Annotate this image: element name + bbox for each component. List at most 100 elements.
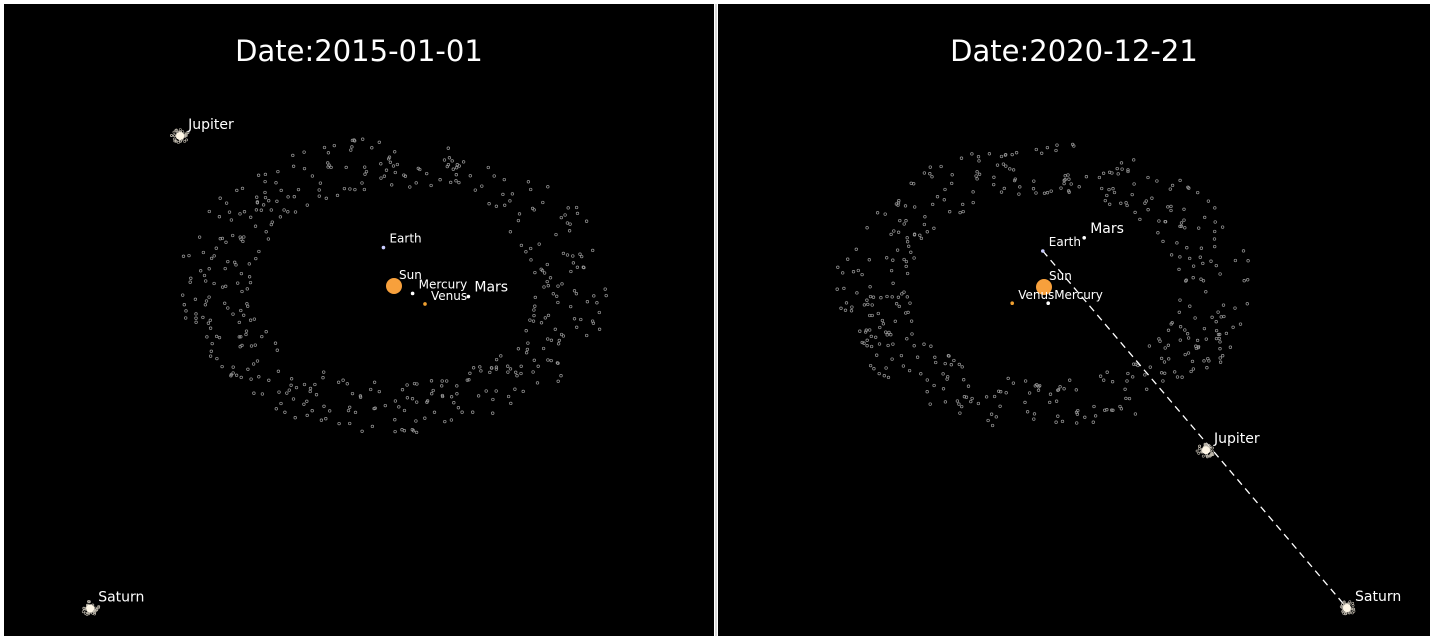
asteroid-point bbox=[302, 166, 307, 171]
jupiter-moon-point bbox=[1201, 454, 1205, 458]
asteroid-point bbox=[970, 396, 974, 401]
asteroid-point bbox=[1191, 367, 1196, 371]
jupiter-moon-point bbox=[185, 131, 189, 135]
asteroid-point bbox=[479, 369, 483, 373]
asteroid-point bbox=[393, 429, 397, 434]
asteroid-point bbox=[992, 394, 997, 399]
asteroid-point bbox=[263, 190, 267, 195]
asteroid-point bbox=[1150, 196, 1154, 200]
asteroid-point bbox=[233, 260, 237, 264]
asteroid-point bbox=[971, 190, 975, 194]
asteroid-point bbox=[549, 338, 554, 342]
asteroid-point bbox=[293, 210, 298, 214]
asteroid-point bbox=[1112, 190, 1117, 195]
asteroid-point bbox=[929, 344, 933, 348]
asteroid-point bbox=[947, 354, 951, 358]
asteroid-point bbox=[905, 236, 909, 240]
asteroid-point bbox=[986, 418, 990, 423]
asteroid-point bbox=[451, 167, 455, 171]
asteroid-point bbox=[1245, 302, 1249, 306]
asteroid-point bbox=[566, 206, 570, 210]
asteroid-point bbox=[1178, 325, 1183, 329]
asteroid-point bbox=[529, 246, 533, 251]
asteroid-point bbox=[245, 287, 249, 291]
asteroid-point bbox=[970, 152, 974, 156]
asteroid-point bbox=[1161, 379, 1165, 383]
jupiter-moon-point bbox=[183, 132, 187, 136]
asteroid-point bbox=[1134, 362, 1138, 366]
asteroid-point bbox=[896, 230, 901, 234]
asteroid-point bbox=[1119, 161, 1124, 165]
asteroid-point bbox=[860, 272, 864, 277]
asteroid-point bbox=[540, 268, 545, 273]
jupiter-marker bbox=[176, 131, 185, 140]
asteroid-point bbox=[871, 295, 876, 299]
asteroid-point bbox=[1180, 375, 1184, 379]
asteroid-point bbox=[1012, 178, 1017, 183]
asteroid-point bbox=[1066, 173, 1070, 177]
asteroid-point bbox=[1138, 217, 1142, 222]
asteroid-point bbox=[546, 358, 550, 362]
asteroid-point bbox=[957, 402, 961, 406]
asteroid-point bbox=[240, 186, 245, 191]
asteroid-point bbox=[907, 368, 912, 373]
asteroid-point bbox=[414, 419, 418, 423]
asteroid-point bbox=[245, 302, 249, 306]
asteroid-point bbox=[326, 161, 330, 165]
asteroid-point bbox=[1213, 244, 1217, 249]
asteroid-point bbox=[961, 202, 965, 207]
asteroid-point bbox=[494, 367, 499, 371]
asteroid-point bbox=[1145, 387, 1149, 391]
asteroid-point bbox=[1203, 215, 1207, 220]
asteroid-point bbox=[468, 371, 472, 375]
asteroid-point bbox=[1218, 356, 1222, 360]
asteroid-point bbox=[242, 210, 247, 214]
asteroid-point bbox=[850, 305, 854, 309]
asteroid-point bbox=[1123, 387, 1127, 391]
asteroid-point bbox=[1218, 272, 1222, 276]
asteroid-point bbox=[1210, 315, 1214, 319]
asteroid-point bbox=[584, 219, 589, 223]
jupiter-moon-point bbox=[1207, 443, 1211, 447]
asteroid-point bbox=[541, 200, 545, 205]
asteroid-point bbox=[574, 205, 579, 210]
asteroid-point bbox=[999, 190, 1004, 194]
asteroid-point bbox=[449, 180, 453, 185]
asteroid-point bbox=[1167, 357, 1171, 361]
asteroid-point bbox=[187, 253, 191, 258]
asteroid-point bbox=[274, 181, 278, 185]
asteroid-point bbox=[321, 376, 325, 380]
asteroid-point bbox=[1097, 175, 1102, 180]
asteroid-point bbox=[1214, 320, 1218, 324]
asteroid-point bbox=[1179, 224, 1184, 228]
asteroid-point bbox=[285, 391, 289, 395]
jupiter-moon-point bbox=[1198, 444, 1202, 448]
asteroid-point bbox=[1100, 186, 1104, 191]
asteroid-point bbox=[549, 358, 553, 363]
asteroid-point bbox=[864, 328, 868, 332]
asteroid-point bbox=[255, 200, 260, 204]
asteroid-point bbox=[896, 201, 901, 205]
asteroid-point bbox=[1054, 420, 1058, 424]
saturn-label: Saturn bbox=[1355, 589, 1401, 605]
asteroid-point bbox=[1166, 343, 1171, 347]
asteroid-point bbox=[893, 319, 897, 323]
asteroid-point bbox=[1004, 152, 1008, 157]
asteroid-point bbox=[431, 388, 435, 393]
asteroid-point bbox=[1231, 325, 1235, 329]
asteroid-point bbox=[218, 237, 222, 241]
asteroid-point bbox=[492, 174, 496, 178]
asteroid-point bbox=[556, 300, 560, 305]
asteroid-point bbox=[934, 360, 938, 365]
asteroid-point bbox=[545, 279, 549, 284]
asteroid-point bbox=[1183, 352, 1187, 357]
asteroid-point bbox=[1027, 391, 1032, 395]
asteroid-point bbox=[1238, 322, 1243, 326]
asteroid-point bbox=[964, 395, 969, 399]
asteroid-point bbox=[236, 281, 240, 285]
asteroid-point bbox=[844, 301, 849, 305]
asteroid-point bbox=[841, 271, 845, 275]
asteroid-point bbox=[1204, 337, 1208, 341]
asteroid-point bbox=[942, 198, 946, 202]
asteroid-point bbox=[440, 379, 444, 383]
